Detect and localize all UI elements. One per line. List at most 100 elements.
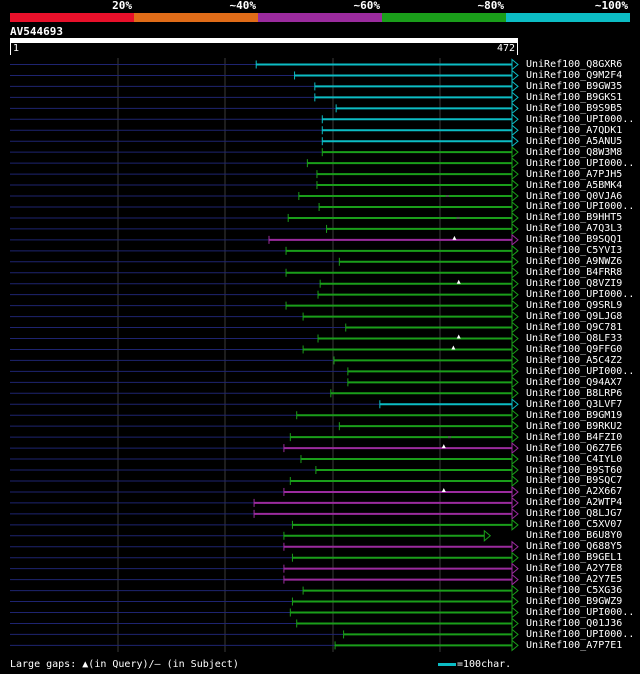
hit-label[interactable]: UniRef100_Q8LJG7 <box>526 508 623 520</box>
query-gap-mark <box>456 334 461 339</box>
hit-label[interactable]: UniRef100_Q3LVF7 <box>526 398 623 410</box>
hit-label[interactable]: UniRef100_UPI000.. <box>526 201 635 213</box>
hit-label[interactable]: UniRef100_Q688Y5 <box>526 541 623 553</box>
hit-label[interactable]: UniRef100_A7Q3L3 <box>526 223 623 235</box>
legend-label: 20% <box>112 0 132 12</box>
hit-label[interactable]: UniRef100_Q01J36 <box>526 617 623 629</box>
hit-label[interactable]: UniRef100_Q9SRL9 <box>526 300 623 312</box>
hit-label[interactable]: UniRef100_Q94AX7 <box>526 376 623 388</box>
hit-label[interactable]: UniRef100_A5BMK4 <box>526 179 623 191</box>
hit-label[interactable]: UniRef100_A2X667 <box>526 486 623 498</box>
hit-label[interactable]: UniRef100_A2Y7E5 <box>526 574 623 586</box>
hit-label[interactable]: UniRef100_A5C4Z2 <box>526 354 623 366</box>
hit-label[interactable]: UniRef100_UPI000.. <box>526 157 635 169</box>
hit-end-arrow <box>511 189 519 203</box>
hit-label[interactable]: UniRef100_A7P7E1 <box>526 639 623 651</box>
hit-label[interactable]: UniRef100_B4FRR8 <box>526 267 623 279</box>
hit-label[interactable]: UniRef100_Q8LF33 <box>526 333 623 344</box>
legend-label: ~100% <box>594 0 628 12</box>
hit-label[interactable]: UniRef100_A5ANU5 <box>526 135 623 147</box>
hit-end-arrow <box>511 266 519 279</box>
hit-label[interactable]: UniRef100_B9HHT5 <box>526 212 623 224</box>
hit-end-arrow <box>511 233 519 246</box>
hit-label[interactable]: UniRef100_Q8GXR6 <box>526 59 623 70</box>
query-gap-mark <box>441 444 446 449</box>
hit-label[interactable]: UniRef100_B9GKS1 <box>526 91 623 103</box>
identity-legend-bar <box>10 13 630 22</box>
hit-label[interactable]: UniRef100_UPI000.. <box>526 607 635 618</box>
hit-end-arrow <box>511 178 519 192</box>
gaps-legend-label: Large gaps: <box>10 659 77 670</box>
hit-label[interactable]: UniRef100_B9GW35 <box>526 80 623 92</box>
hit-label[interactable]: UniRef100_A7PJH5 <box>526 168 623 180</box>
hit-end-arrow <box>511 168 519 181</box>
hit-end-arrow <box>511 332 519 345</box>
hit-label[interactable]: UniRef100_B9GEL1 <box>526 552 623 564</box>
legend-label: ~40% <box>229 0 257 12</box>
hit-label[interactable]: UniRef100_Q8W3M8 <box>526 146 623 158</box>
hit-end-arrow <box>511 628 519 641</box>
hit-label[interactable]: UniRef100_C5YVI3 <box>526 245 623 257</box>
hit-label[interactable]: UniRef100_A7QDK1 <box>526 124 623 136</box>
hit-label[interactable]: UniRef100_C4IYL0 <box>526 453 623 465</box>
hit-end-arrow <box>511 299 519 312</box>
hit-label[interactable]: UniRef100_Q9FFG0 <box>526 343 623 355</box>
gaps-legend: Large gaps: ▲(in Query)/— (in Subject) <box>10 659 239 671</box>
hit-end-arrow <box>511 595 519 608</box>
hit-label[interactable]: UniRef100_B4FZI0 <box>526 431 623 443</box>
scale-end-label: 472 <box>496 43 515 54</box>
legend-segment <box>382 13 506 22</box>
hit-label[interactable]: UniRef100_UPI000.. <box>526 365 635 377</box>
hit-end-arrow <box>511 69 519 82</box>
hit-label[interactable]: UniRef100_Q9M2F4 <box>526 69 623 81</box>
query-id: AV544693 <box>10 25 63 38</box>
hit-label[interactable]: UniRef100_B8LRP6 <box>526 387 623 399</box>
hit-end-arrow <box>511 431 519 444</box>
hit-label[interactable]: UniRef100_Q9LJG8 <box>526 311 623 323</box>
hit-end-arrow <box>511 496 519 509</box>
legend-segment <box>506 13 630 22</box>
hit-end-arrow <box>511 200 519 214</box>
hit-end-arrow <box>511 80 519 93</box>
hit-end-arrow <box>511 365 519 378</box>
hit-label[interactable]: UniRef100_Q8VZI9 <box>526 278 623 290</box>
hit-label[interactable]: UniRef100_B9GWZ9 <box>526 596 623 608</box>
hit-end-arrow <box>511 507 519 520</box>
hit-label[interactable]: UniRef100_B9RKU2 <box>526 420 623 432</box>
hit-end-arrow <box>511 639 519 652</box>
hit-label[interactable]: UniRef100_B9SQQ1 <box>526 234 623 246</box>
hit-label[interactable]: UniRef100_B9S9B5 <box>526 102 623 114</box>
scale-start-label: 1 <box>13 43 20 54</box>
subject-gap-mark <box>448 436 452 439</box>
hit-end-arrow <box>511 420 519 433</box>
hit-label[interactable]: UniRef100_Q0VJA6 <box>526 190 623 202</box>
query-gap-label: (in Query)/ <box>88 659 155 670</box>
query-gap-mark <box>456 279 461 284</box>
hit-end-arrow <box>511 584 519 597</box>
hit-label[interactable]: UniRef100_A2Y7E8 <box>526 563 623 575</box>
hit-label[interactable]: UniRef100_UPI000.. <box>526 628 635 640</box>
hit-end-arrow <box>511 102 519 115</box>
hit-label[interactable]: UniRef100_Q9C781 <box>526 322 623 334</box>
legend-segment <box>134 13 258 22</box>
query-gap-symbol: ▲ <box>82 659 89 670</box>
hit-label[interactable]: UniRef100_B6U8Y0 <box>526 530 623 542</box>
hit-end-arrow <box>511 157 519 170</box>
hit-label[interactable]: UniRef100_C5XG36 <box>526 585 623 597</box>
hit-label[interactable]: UniRef100_UPI000.. <box>526 289 635 301</box>
legend-label: ~80% <box>477 0 505 12</box>
scale-key: =100char. <box>438 659 511 671</box>
hit-label[interactable]: UniRef100_UPI000.. <box>526 113 635 125</box>
query-gap-mark <box>451 345 456 350</box>
hit-end-arrow <box>483 529 492 542</box>
hit-label[interactable]: UniRef100_B9GM19 <box>526 409 623 421</box>
hit-label[interactable]: UniRef100_B9SQC7 <box>526 475 623 487</box>
hit-label[interactable]: UniRef100_A2WTP4 <box>526 497 623 509</box>
subject-gap-mark <box>456 216 460 219</box>
hit-end-arrow <box>511 343 519 356</box>
hit-label[interactable]: UniRef100_Q6Z7E6 <box>526 442 623 454</box>
hit-label[interactable]: UniRef100_A9NWZ6 <box>526 256 623 268</box>
hit-end-arrow <box>511 321 519 334</box>
hit-label[interactable]: UniRef100_B9ST60 <box>526 464 623 476</box>
hit-label[interactable]: UniRef100_C5XV07 <box>526 519 623 531</box>
